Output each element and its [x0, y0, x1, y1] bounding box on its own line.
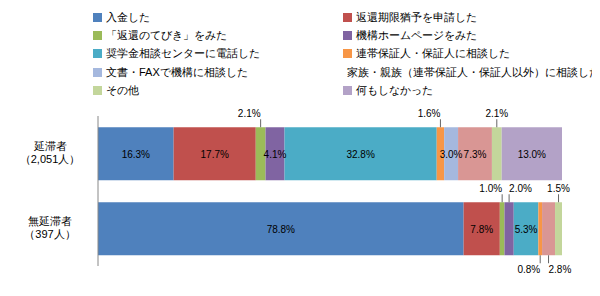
svg-text:4.1%: 4.1% [264, 149, 287, 160]
svg-text:2.8%: 2.8% [549, 264, 572, 275]
svg-text:17.7%: 17.7% [201, 149, 229, 160]
svg-text:16.3%: 16.3% [122, 149, 150, 160]
svg-text:1.5%: 1.5% [547, 183, 570, 194]
svg-text:5.3%: 5.3% [515, 224, 538, 235]
html-text:連帯保証人・保証人に相談した: 連帯保証人・保証人に相談した [356, 47, 510, 60]
html-text:奨学金相談センターに電話した: 奨学金相談センターに電話した [106, 47, 260, 60]
html-text:何もしなかった: 何もしなかった [356, 83, 433, 96]
svg-text:1.6%: 1.6% [418, 108, 441, 119]
svg-text:7.8%: 7.8% [470, 224, 493, 235]
svg-text:32.8%: 32.8% [346, 149, 374, 160]
svg-text:78.8%: 78.8% [267, 224, 295, 235]
html-text:入金した: 入金した [106, 11, 150, 24]
svg-text:1.0%: 1.0% [479, 183, 502, 194]
html-text:文書・FAXで機構に相談した: 文書・FAXで機構に相談した [106, 65, 248, 78]
svg-text:2.1%: 2.1% [238, 108, 261, 119]
svg-text:延滞者（2,051人）: 延滞者（2,051人） [20, 140, 81, 165]
svg-text:7.3%: 7.3% [464, 149, 487, 160]
svg-text:2.0%: 2.0% [509, 183, 532, 194]
svg-text:13.0%: 13.0% [518, 149, 546, 160]
html-text:その他: その他 [106, 83, 139, 96]
html-text:家族・親族（連帯保証人・保証人以外）に相談した: 家族・親族（連帯保証人・保証人以外）に相談した [347, 65, 600, 78]
svg-text:0.8%: 0.8% [517, 264, 540, 275]
html-text:機構ホームページをみた: 機構ホームページをみた [356, 29, 477, 42]
svg-text:無延滞者（397人）: 無延滞者（397人） [24, 215, 75, 240]
svg-text:2.1%: 2.1% [485, 108, 508, 119]
svg-text:3.0%: 3.0% [440, 149, 463, 160]
html-text:返還期限猶予を申請した: 返還期限猶予を申請した [356, 11, 477, 24]
html-text:「返還のてびき」をみた: 「返還のてびき」をみた [106, 29, 227, 42]
